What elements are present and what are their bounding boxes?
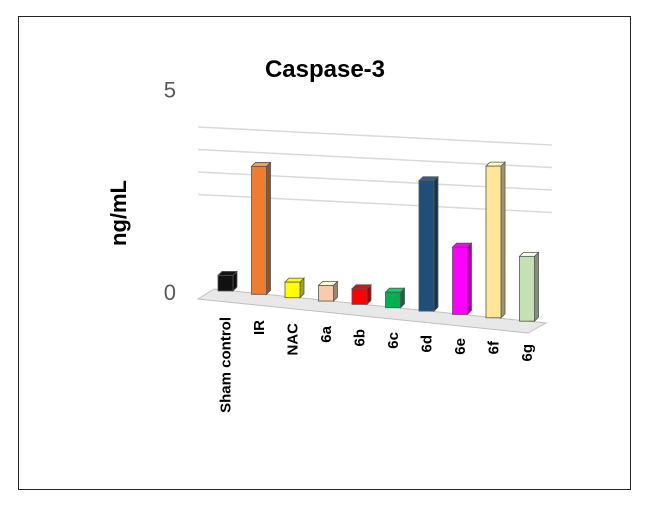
bar-side <box>534 251 539 323</box>
bar <box>317 280 339 303</box>
bar-top <box>351 284 372 290</box>
bar <box>284 277 305 299</box>
bar-front <box>351 288 368 305</box>
gridline <box>197 126 553 146</box>
bar <box>485 161 506 319</box>
x-tick-label: NAC <box>285 323 302 356</box>
x-tick-label: 6f <box>486 340 503 354</box>
bar <box>384 287 406 309</box>
y-tick-label: 5 <box>164 78 176 103</box>
bar-side <box>266 161 271 296</box>
x-tick-label: 6g <box>519 344 536 362</box>
bar-top <box>250 162 272 167</box>
y-tick-label: 0 <box>164 280 176 305</box>
bar-front <box>519 255 535 322</box>
bar-front <box>485 165 502 319</box>
bar-front <box>251 166 267 295</box>
bar-front <box>452 246 468 315</box>
chart-floor <box>196 288 548 334</box>
x-axis-ticks: Sham control IR NAC 6a 6b 6c 6d 6e 6f 6g <box>218 317 537 413</box>
bar-front <box>217 275 234 292</box>
y-axis-ticks: 05101520 <box>164 78 176 306</box>
bar <box>351 283 372 306</box>
bar-top <box>418 176 439 182</box>
bar <box>418 175 439 313</box>
bar-front <box>418 180 435 312</box>
x-tick-label: 6e <box>452 338 469 355</box>
x-tick-label: 6b <box>352 329 369 347</box>
bar-side <box>433 175 439 313</box>
bar-top <box>485 161 506 167</box>
bar-top <box>317 281 339 286</box>
bar-series <box>217 161 540 323</box>
bar-front <box>284 281 301 299</box>
bar-front <box>318 285 334 302</box>
bar <box>217 270 238 292</box>
y-axis-label: ng/mL <box>106 180 131 246</box>
x-tick-label: 6c <box>385 332 402 349</box>
bar-front <box>385 291 401 309</box>
bar-top <box>284 277 305 283</box>
x-tick-label: Sham control <box>218 317 235 413</box>
bar <box>518 251 540 323</box>
bar-top <box>384 287 406 293</box>
bar-side <box>467 242 472 316</box>
bar <box>451 242 473 316</box>
bar <box>250 161 272 296</box>
x-tick-label: 6a <box>318 325 335 342</box>
x-tick-label: IR <box>251 320 268 335</box>
floor-plane <box>196 288 548 334</box>
bar-top <box>217 271 238 276</box>
x-tick-label: 6d <box>419 335 436 353</box>
bar-top <box>518 251 540 257</box>
chart-title: Caspase-3 <box>265 56 385 83</box>
bar-top <box>451 242 473 248</box>
bar-side <box>500 161 506 319</box>
